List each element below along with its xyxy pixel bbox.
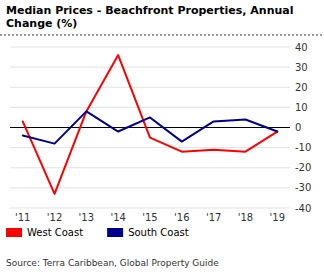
source-note: Source: Terra Caribbean, Global Property… — [6, 258, 219, 268]
grid-line — [10, 47, 290, 48]
grid-line — [10, 107, 290, 108]
legend-swatch — [107, 228, 123, 237]
zero-line — [10, 127, 290, 128]
legend-swatch — [6, 228, 22, 237]
grid-line — [10, 67, 290, 68]
chart: Median Prices - Beachfront Properties, A… — [0, 0, 324, 274]
y-tick-label: 20 — [295, 82, 308, 93]
x-tick-label: '11 — [15, 212, 30, 223]
lines — [23, 55, 278, 194]
title: Median Prices - Beachfront Properties, A… — [6, 4, 294, 30]
grid-line — [10, 167, 290, 168]
x-tick-label: '12 — [47, 212, 62, 223]
legend-label: South Coast — [128, 227, 189, 238]
title-separator — [0, 35, 324, 36]
grid-line — [10, 208, 290, 209]
x-tick-label: '18 — [238, 212, 253, 223]
grid-line — [10, 87, 290, 88]
y-tick-label: -40 — [295, 203, 311, 214]
y-tick-label: -20 — [295, 162, 311, 173]
grid — [10, 47, 290, 208]
series-line — [23, 55, 278, 194]
grid-line — [10, 147, 290, 148]
y-tick-label: 0 — [295, 122, 301, 133]
x-tick-label: '15 — [142, 212, 157, 223]
y-tick-label: 10 — [295, 102, 308, 113]
x-tick-label: '13 — [79, 212, 94, 223]
y-tick-label: 40 — [295, 42, 308, 53]
x-tick-label: '19 — [270, 212, 285, 223]
y-tick-label: -10 — [295, 142, 311, 153]
x-tick-label: '14 — [110, 212, 125, 223]
y-tick-label: -30 — [295, 182, 311, 193]
y-tick-label: 30 — [295, 62, 308, 73]
series-line — [23, 111, 278, 143]
x-tick-label: '16 — [174, 212, 189, 223]
x-tick-label: '17 — [206, 212, 221, 223]
legend-label: West Coast — [27, 227, 83, 238]
